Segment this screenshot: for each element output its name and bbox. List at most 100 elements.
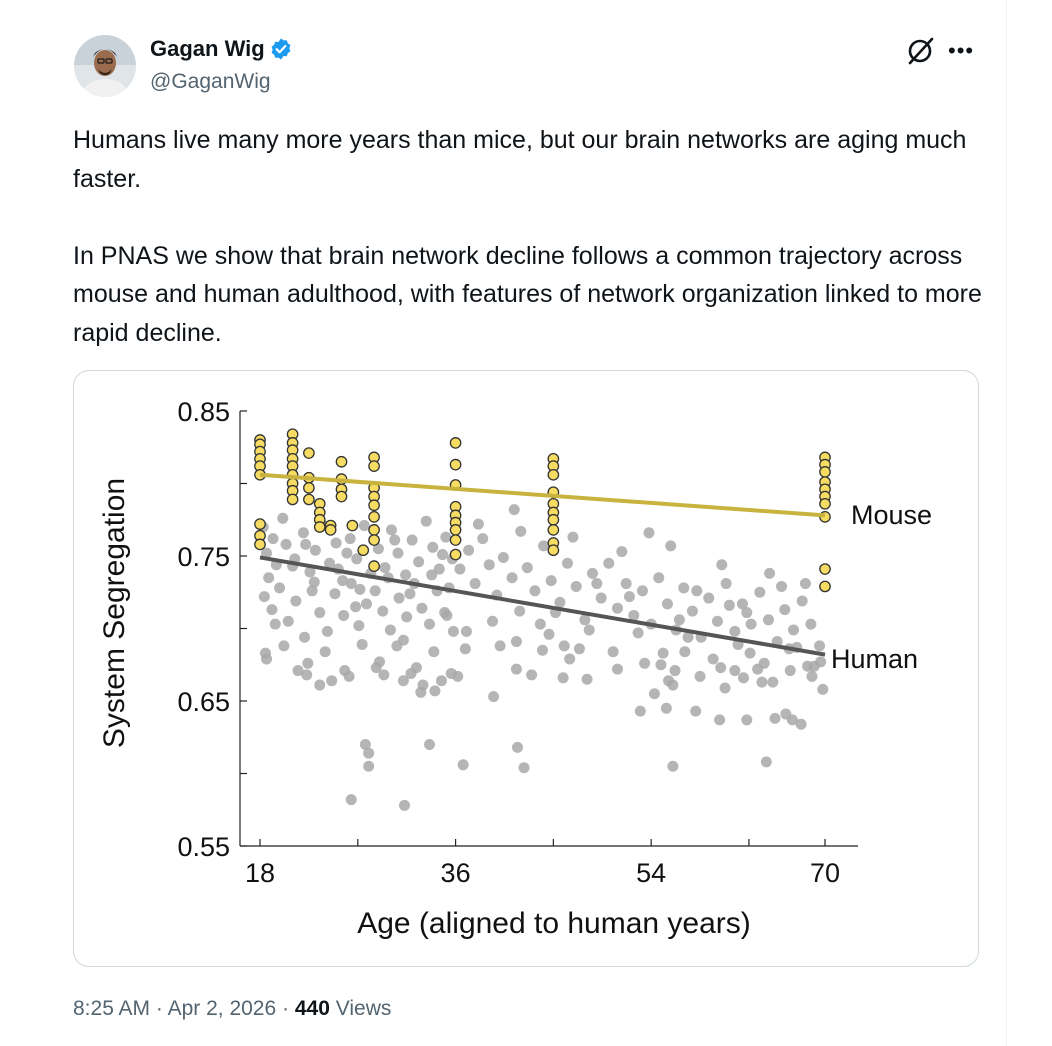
- human-point: [358, 520, 370, 532]
- human-point: [400, 569, 412, 581]
- human-point: [338, 609, 350, 621]
- avatar[interactable]: [74, 35, 136, 97]
- human-point: [611, 602, 623, 614]
- human-point: [636, 585, 648, 597]
- author-name[interactable]: Gagan Wig: [150, 36, 265, 61]
- mouse-point: [547, 468, 560, 481]
- human-point: [282, 615, 294, 627]
- human-point: [537, 644, 548, 656]
- human-point: [805, 618, 817, 630]
- human-point: [463, 544, 475, 556]
- human-point: [707, 653, 719, 665]
- human-point: [406, 534, 418, 546]
- human-point: [667, 679, 679, 691]
- human-point: [691, 585, 703, 597]
- human-point: [557, 672, 569, 684]
- human-point: [673, 614, 685, 626]
- y-axis-label: System Segregation: [98, 478, 131, 748]
- human-point: [472, 518, 484, 530]
- human-point: [426, 569, 438, 581]
- human-point: [370, 662, 382, 674]
- tweet-media-chart[interactable]: 0.55 0.65 0.75 0.85 18 36 54 70 System Segregat…: [73, 370, 979, 967]
- human-point: [729, 625, 741, 637]
- human-point: [786, 714, 798, 726]
- author-handle[interactable]: @GaganWig: [150, 70, 271, 93]
- human-point: [378, 669, 390, 681]
- fit-lines: [259, 472, 826, 657]
- human-point: [363, 760, 375, 772]
- human-point: [591, 578, 603, 590]
- human-point: [767, 676, 779, 688]
- human-point: [521, 562, 533, 574]
- human-point: [393, 592, 405, 604]
- human-point: [274, 582, 286, 594]
- human-point: [416, 602, 428, 614]
- human-point: [452, 670, 464, 682]
- human-point: [447, 625, 459, 637]
- mouse-point: [313, 521, 326, 533]
- human-point: [716, 559, 728, 571]
- human-point: [459, 643, 471, 655]
- author-name-row[interactable]: Gagan Wig: [150, 36, 293, 62]
- human-point: [300, 538, 312, 550]
- mouse-point: [819, 580, 831, 593]
- human-point: [534, 618, 546, 630]
- human-point: [754, 586, 766, 598]
- human-point: [690, 705, 702, 717]
- mouse-point: [547, 524, 560, 536]
- human-point: [514, 605, 526, 617]
- mouse-point: [368, 524, 380, 536]
- human-point: [723, 599, 735, 611]
- human-point: [506, 572, 518, 584]
- human-point: [420, 515, 432, 527]
- human-point: [397, 634, 409, 646]
- human-point: [623, 591, 635, 603]
- human-point: [356, 638, 368, 650]
- mouse-point: [449, 548, 462, 561]
- tweet-time[interactable]: 8:25 AM: [73, 997, 151, 1020]
- human-point: [796, 595, 808, 607]
- human-point: [389, 534, 401, 546]
- mouse-point: [254, 538, 266, 551]
- mouse-point: [819, 466, 831, 478]
- human-point: [714, 714, 726, 726]
- human-fit-line: [259, 555, 826, 657]
- human-point: [764, 567, 776, 579]
- human-point: [258, 591, 270, 603]
- human-point: [558, 640, 570, 652]
- human-point: [424, 739, 435, 750]
- human-point: [769, 712, 781, 724]
- human-point: [711, 615, 723, 627]
- human-point: [799, 578, 811, 590]
- y-tick-label: 0.55: [177, 832, 230, 862]
- human-point: [795, 718, 807, 730]
- human-point: [648, 688, 660, 700]
- mouse-point: [819, 497, 831, 510]
- human-point: [350, 601, 362, 613]
- mouse-point: [449, 524, 462, 536]
- human-point: [301, 669, 313, 681]
- human-point: [736, 598, 748, 610]
- human-point: [384, 624, 396, 636]
- human-point: [729, 665, 741, 677]
- mouse-point: [286, 493, 299, 506]
- human-point: [319, 646, 331, 658]
- human-point: [369, 585, 381, 597]
- human-point: [344, 533, 356, 545]
- human-point: [603, 557, 615, 569]
- human-point: [741, 607, 753, 619]
- human-point: [510, 636, 522, 648]
- human-point: [667, 760, 679, 772]
- mouse-point: [335, 455, 348, 468]
- human-point: [309, 544, 321, 556]
- scatter-chart: 0.55 0.65 0.75 0.85 18 36 54 70 System Segregat…: [98, 397, 932, 940]
- human-point: [760, 756, 772, 768]
- tweet-date[interactable]: Apr 2, 2026: [167, 997, 277, 1020]
- human-point: [435, 675, 447, 687]
- grok-icon[interactable]: [903, 34, 937, 68]
- x-tick-label: 70: [810, 858, 840, 888]
- more-icon[interactable]: •••: [948, 38, 975, 63]
- y-tick-label: 0.65: [177, 687, 230, 717]
- human-point: [324, 557, 336, 569]
- human-point: [326, 675, 338, 687]
